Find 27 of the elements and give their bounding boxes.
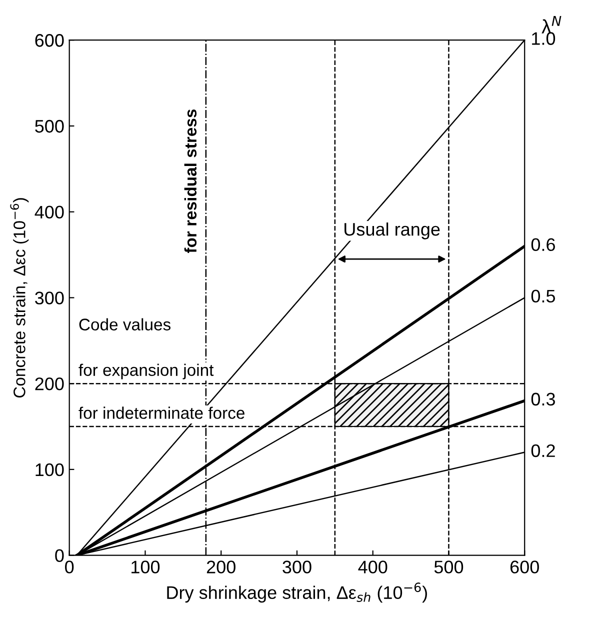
y-tick-label: 300 [35,292,64,304]
ref-line-label: for residual stress [184,109,197,254]
y-tick-label: 200 [35,378,64,390]
y-axis-title: Concrete strain, Δεc (10$^{−6}$) [10,198,29,398]
y-tick-label: 500 [35,120,64,133]
annotation: Code values [79,318,170,330]
y2-axis-title: λ$^{N}$ [542,16,562,34]
annotation: Usual range [344,222,440,240]
x-tick-label: 400 [358,560,388,574]
x-tick-label: 0 [65,560,74,574]
y-tick-label: 0 [55,549,64,562]
x-tick-label: 500 [434,560,464,574]
y-tick-label: 400 [34,206,64,219]
series-label: 1.0 [532,32,556,45]
series-label: 0.5 [531,290,556,303]
x-tick-label: 100 [132,560,160,574]
series-label: 0.2 [531,444,555,458]
ref-line-label: for indeterminate force [78,406,244,419]
series-label: 0.3 [531,392,555,406]
series-label: 0.6 [531,238,555,252]
x-axis-title: Dry shrinkage strain, Δε$_{sh}$ (10$^{−6}$) [167,582,427,603]
x-tick-label: 600 [510,560,539,574]
y-tick-label: 600 [35,34,64,47]
x-tick-label: 200 [206,560,236,574]
ref-line-label: for expansion joint [78,364,214,380]
x-tick-label: 300 [282,560,312,574]
y-tick-label: 100 [36,463,64,476]
